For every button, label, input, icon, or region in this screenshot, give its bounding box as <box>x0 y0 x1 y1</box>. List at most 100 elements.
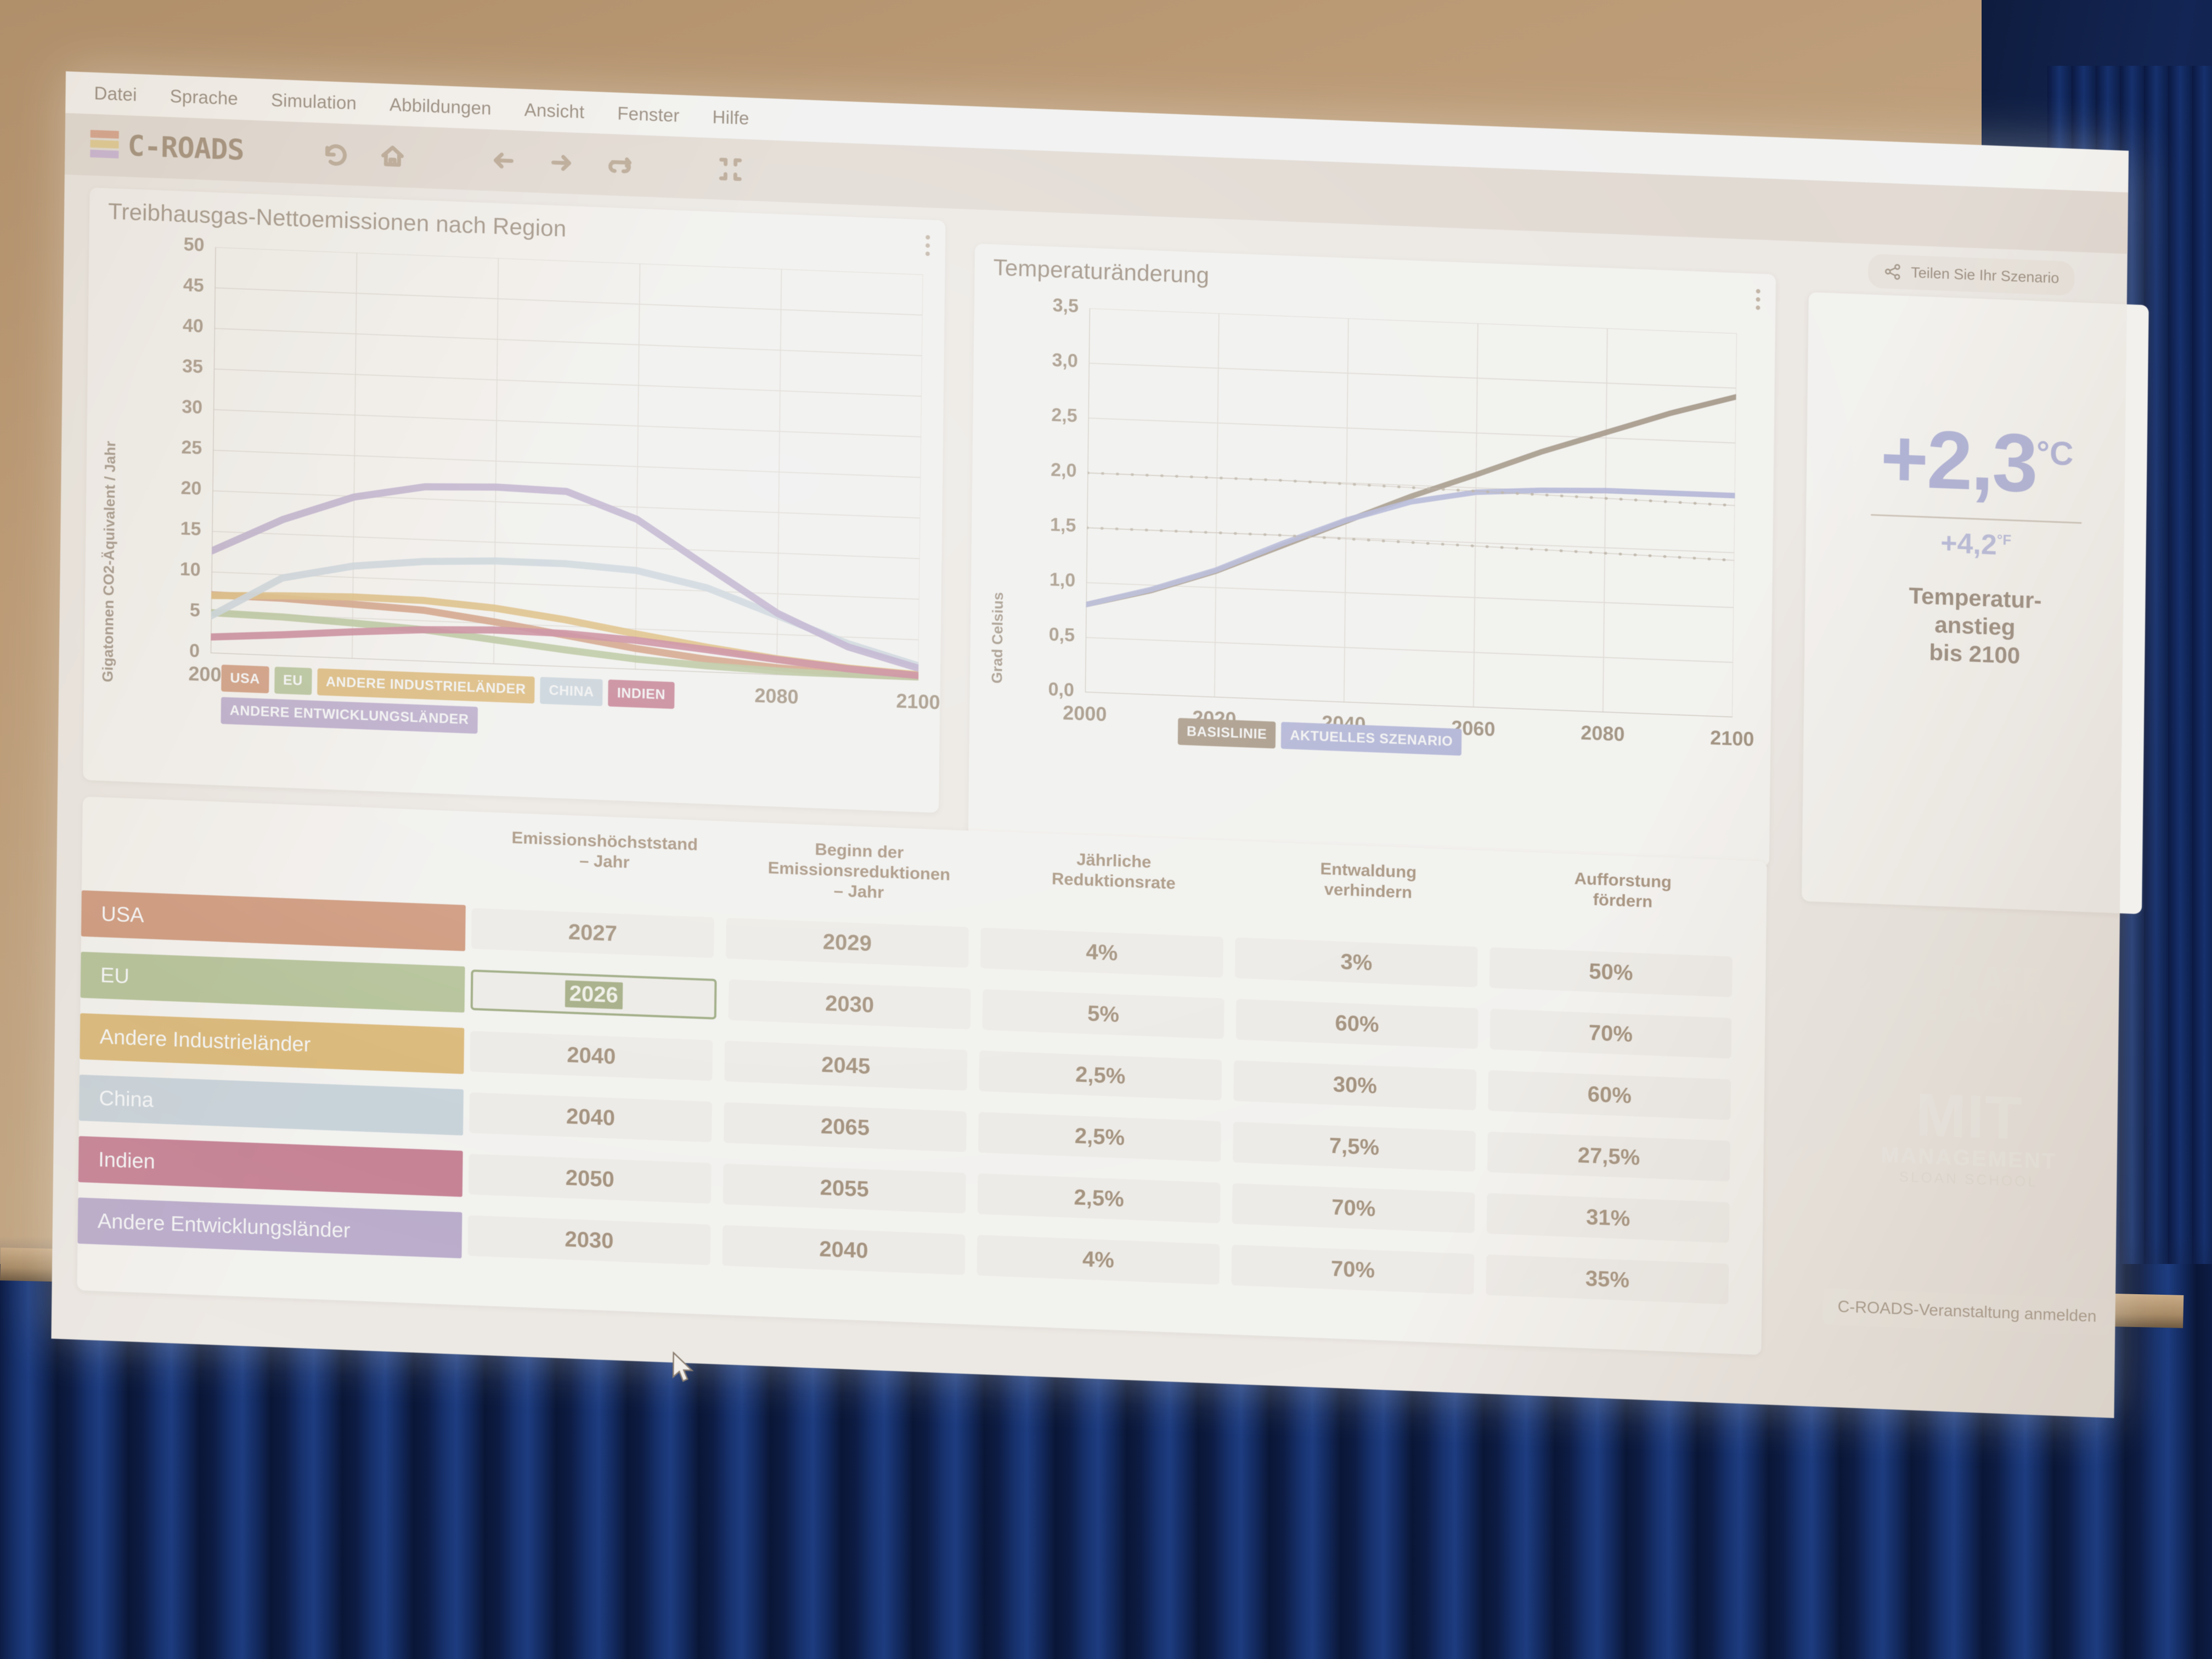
table-cell-afforestation[interactable]: 70% <box>1489 1008 1732 1059</box>
temp-fahrenheit-unit: °F <box>1996 531 2012 549</box>
menu-item-ansicht[interactable]: Ansicht <box>524 99 585 122</box>
temperature-divider <box>1871 514 2082 524</box>
menu-item-hilfe[interactable]: Hilfe <box>712 106 749 128</box>
temperature-chart-menu-icon[interactable] <box>1756 289 1760 311</box>
app-title: C-ROADS <box>127 129 244 167</box>
table-cell-deforestation[interactable]: 60% <box>1235 998 1479 1049</box>
table-row-region-label[interactable]: Andere Industrieländer <box>80 1013 465 1074</box>
table-cell-afforestation[interactable]: 27,5% <box>1487 1131 1730 1182</box>
menu-item-simulation[interactable]: Simulation <box>270 89 357 114</box>
table-cell-afforestation[interactable]: 50% <box>1489 947 1733 997</box>
app-toolbar: C-ROADS <box>64 113 2129 254</box>
emissions-plot-area <box>210 247 923 681</box>
table-cell-afforestation[interactable]: 31% <box>1486 1193 1730 1243</box>
table-cell-annual-rate[interactable]: 2,5% <box>979 1050 1222 1101</box>
temperature-y-tick: 1,0 <box>1049 569 1076 591</box>
menu-item-sprache[interactable]: Sprache <box>170 86 239 109</box>
table-row-region-label[interactable]: Andere Entwicklungsländer <box>77 1197 462 1259</box>
forward-arrow-icon[interactable] <box>548 149 575 177</box>
table-row-region-label[interactable]: Indien <box>78 1136 463 1197</box>
table-cell-peak-year[interactable]: 2026 <box>470 969 717 1020</box>
table-cell-peak-year[interactable]: 2030 <box>467 1215 711 1266</box>
temperature-x-tick: 2100 <box>1710 726 1754 751</box>
temp-celsius-unit: °C <box>2036 434 2074 473</box>
temperature-y-tick: 2,0 <box>1050 459 1077 482</box>
temperature-y-tick: 1,5 <box>1049 514 1076 537</box>
table-cell-peak-year[interactable]: 2027 <box>471 908 714 958</box>
table-cell-reduction-start[interactable]: 2045 <box>724 1041 968 1091</box>
table-cell-deforestation[interactable]: 3% <box>1234 937 1478 988</box>
mit-sloan-logo: MIT MANAGEMENT SLOAN SCHOOL <box>1798 1081 2140 1194</box>
share-icon <box>1884 264 1900 280</box>
table-cell-peak-year[interactable]: 2040 <box>469 1092 712 1143</box>
temperature-legend: BASISLINIE AKTUELLES SZENARIO <box>1177 718 1462 756</box>
emissions-legend-item[interactable]: CHINA <box>540 676 603 707</box>
emissions-legend-item[interactable]: INDIEN <box>608 679 675 709</box>
table-cell-reduction-start[interactable]: 2055 <box>723 1164 966 1214</box>
emissions-y-tick: 20 <box>180 477 202 499</box>
signup-event-label: C-ROADS-Veranstaltung anmelden <box>1837 1297 2097 1326</box>
emissions-legend-item[interactable]: ANDERE ENTWICKLUNGSLÄNDER <box>221 697 478 734</box>
emissions-y-tick: 15 <box>180 518 201 540</box>
table-cell-annual-rate[interactable]: 5% <box>982 989 1224 1040</box>
temperature-rise-card: Teilen Sie Ihr Szenario +2,3°C +4,2°F Te… <box>1802 253 2149 915</box>
table-cell-annual-rate[interactable]: 4% <box>980 927 1223 978</box>
temperature-y-tick: 0,5 <box>1048 624 1075 646</box>
undo-icon[interactable] <box>320 140 348 168</box>
loop-icon[interactable] <box>606 151 634 179</box>
table-cell-peak-year[interactable]: 2040 <box>470 1031 713 1081</box>
table-cell-annual-rate[interactable]: 2,5% <box>977 1173 1221 1223</box>
table-cell-afforestation[interactable]: 60% <box>1488 1070 1731 1120</box>
table-cell-deforestation[interactable]: 70% <box>1231 1244 1475 1295</box>
table-cell-reduction-start[interactable]: 2065 <box>724 1102 967 1153</box>
table-cell-afforestation[interactable]: 35% <box>1486 1254 1729 1305</box>
emissions-chart-menu-icon[interactable] <box>925 235 930 256</box>
temperature-y-axis-label: Grad Celsius <box>988 591 1006 684</box>
table-cell-deforestation[interactable]: 30% <box>1233 1060 1477 1110</box>
share-scenario-button[interactable]: Teilen Sie Ihr Szenario <box>1867 253 2075 296</box>
table-cell-deforestation[interactable]: 70% <box>1232 1183 1475 1233</box>
emissions-legend-item[interactable]: EU <box>274 667 312 695</box>
temperature-y-tick: 3,0 <box>1052 349 1078 372</box>
temperature-y-tick: 0,0 <box>1048 679 1075 701</box>
temp-fahrenheit-number: +4,2 <box>1940 527 1997 561</box>
table-cell-deforestation[interactable]: 7,5% <box>1233 1121 1476 1172</box>
home-icon[interactable] <box>379 142 407 171</box>
emissions-legend-item[interactable]: USA <box>221 664 269 693</box>
table-row-region-label[interactable]: China <box>79 1074 464 1136</box>
table-cell-annual-rate[interactable]: 4% <box>977 1234 1220 1285</box>
projection-screen: Datei Sprache Simulation Abbildungen Ans… <box>51 71 2149 1418</box>
emissions-chart-card: Treibhausgas-Nettoemissionen nach Region… <box>83 187 946 813</box>
emissions-legend-item[interactable]: ANDERE INDUSTRIELÄNDER <box>317 668 535 704</box>
temperature-caption: Temperatur- anstieg bis 2100 <box>1804 577 2146 675</box>
table-column-header: Entwaldung verhindern <box>1320 859 1417 902</box>
temperature-legend-item[interactable]: BASISLINIE <box>1177 718 1276 749</box>
temp-celsius-number: +2,3 <box>1880 411 2037 510</box>
back-arrow-icon[interactable] <box>489 146 517 175</box>
table-row-region-label[interactable]: EU <box>80 951 465 1013</box>
table-cell-reduction-start[interactable]: 2030 <box>729 979 971 1030</box>
app-logo: C-ROADS <box>90 128 244 167</box>
table-cell-annual-rate[interactable]: 2,5% <box>978 1111 1221 1162</box>
collapse-icon[interactable] <box>716 155 744 184</box>
table-cell-peak-year[interactable]: 2050 <box>468 1154 712 1204</box>
temperature-x-tick: 2000 <box>1063 701 1107 726</box>
temperature-x-tick: 2080 <box>1581 721 1625 746</box>
table-cell-reduction-start[interactable]: 2029 <box>725 918 969 968</box>
emissions-y-tick: 25 <box>181 437 202 459</box>
signup-event-button[interactable]: C-ROADS-Veranstaltung anmelden <box>1823 1288 2111 1336</box>
temperature-chart-card: Temperaturänderung Grad Celsius 0,0 0,5 1,… <box>968 243 1776 867</box>
table-row-region-label[interactable]: USA <box>81 890 466 951</box>
table-cell-reduction-start[interactable]: 2040 <box>722 1225 966 1276</box>
temperature-chart-title: Temperaturänderung <box>993 254 1210 289</box>
menu-item-abbildungen[interactable]: Abbildungen <box>389 94 492 119</box>
menu-item-fenster[interactable]: Fenster <box>617 103 680 126</box>
branding-panel: CLIMATE INTERACTIVE MIT MANAGEMENT SLOAN… <box>1796 917 2141 1369</box>
emissions-y-tick: 40 <box>182 315 204 337</box>
toolbar-buttons <box>320 140 744 184</box>
menu-item-datei[interactable]: Datei <box>94 83 137 105</box>
emissions-legend: USA EU ANDERE INDUSTRIELÄNDER CHINA INDIEN AN… <box>221 664 879 749</box>
selected-text: 2026 <box>565 980 623 1009</box>
table-column-header: Jährliche Reduktionsrate <box>1051 849 1176 893</box>
temperature-y-tick: 3,5 <box>1052 295 1079 317</box>
